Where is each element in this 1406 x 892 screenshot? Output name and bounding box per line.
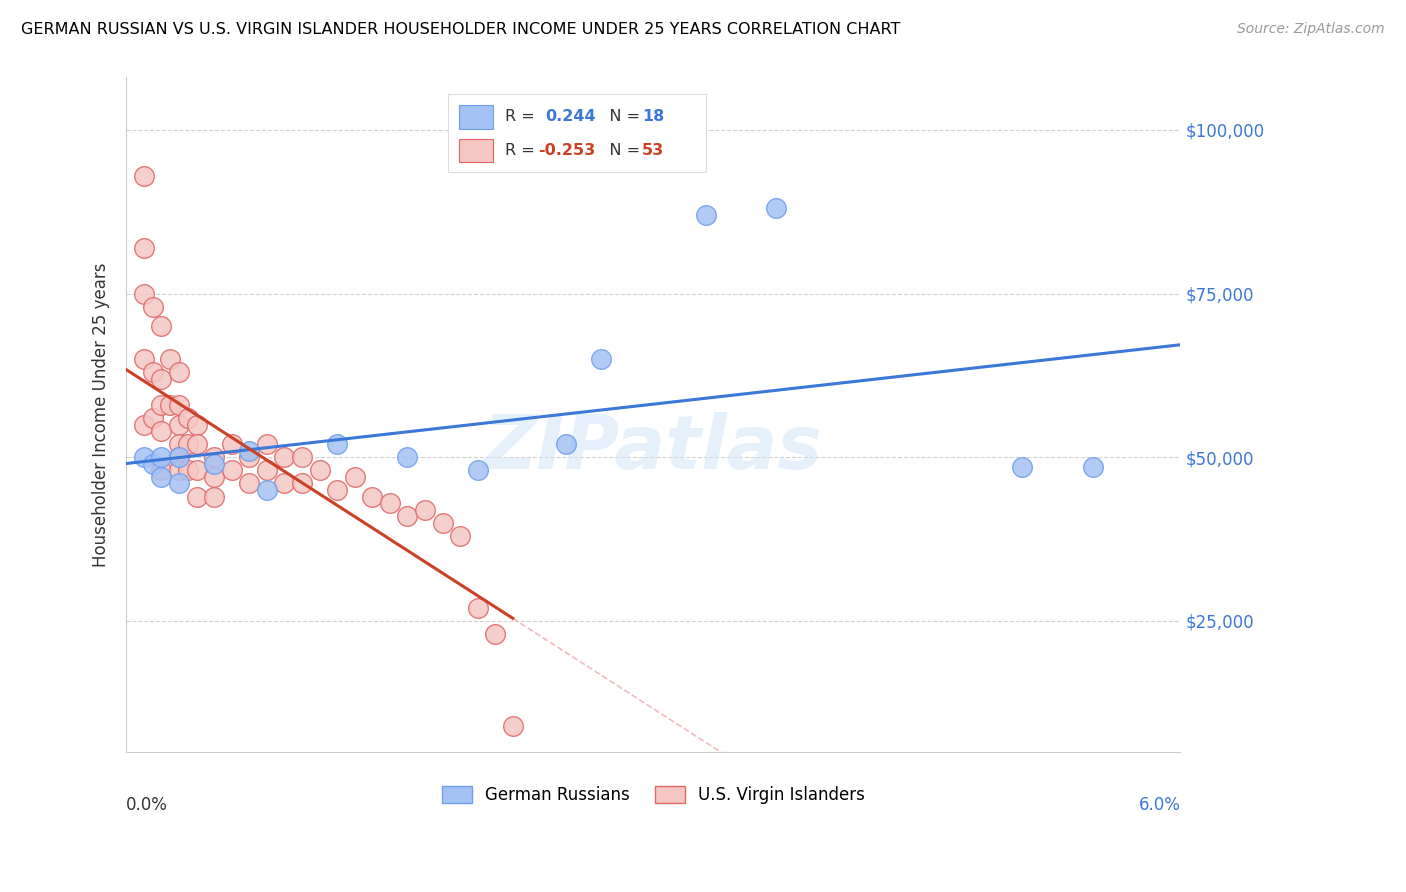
Point	[202, 490, 225, 504]
Point	[238, 450, 260, 465]
Point	[159, 398, 181, 412]
Point	[132, 169, 155, 183]
Point	[177, 411, 200, 425]
Point	[150, 470, 173, 484]
Point	[238, 443, 260, 458]
Point	[256, 437, 278, 451]
Text: 18: 18	[641, 110, 664, 124]
Point	[1011, 460, 1033, 475]
Point	[150, 450, 173, 465]
Point	[554, 437, 576, 451]
Point	[202, 450, 225, 465]
Text: -0.253: -0.253	[538, 143, 596, 158]
Point	[167, 450, 190, 465]
Point	[132, 241, 155, 255]
Text: 0.244: 0.244	[544, 110, 595, 124]
Point	[238, 476, 260, 491]
Point	[167, 450, 190, 465]
Point	[150, 398, 173, 412]
Point	[413, 502, 436, 516]
Point	[167, 417, 190, 432]
Point	[361, 490, 384, 504]
Text: 6.0%: 6.0%	[1139, 796, 1181, 814]
Point	[343, 470, 366, 484]
Point	[467, 463, 489, 477]
Point	[186, 437, 208, 451]
Text: 0.0%: 0.0%	[127, 796, 169, 814]
Point	[202, 470, 225, 484]
Point	[150, 463, 173, 477]
Point	[167, 365, 190, 379]
Text: Source: ZipAtlas.com: Source: ZipAtlas.com	[1237, 22, 1385, 37]
Text: N =: N =	[595, 110, 645, 124]
Point	[142, 300, 165, 314]
FancyBboxPatch shape	[449, 95, 706, 172]
Point	[396, 450, 419, 465]
Point	[1081, 460, 1104, 475]
Point	[256, 463, 278, 477]
Point	[221, 437, 243, 451]
Point	[291, 476, 314, 491]
Point	[186, 490, 208, 504]
Point	[167, 476, 190, 491]
Point	[167, 398, 190, 412]
Point	[177, 463, 200, 477]
FancyBboxPatch shape	[460, 139, 494, 162]
Text: GERMAN RUSSIAN VS U.S. VIRGIN ISLANDER HOUSEHOLDER INCOME UNDER 25 YEARS CORRELA: GERMAN RUSSIAN VS U.S. VIRGIN ISLANDER H…	[21, 22, 900, 37]
Point	[132, 450, 155, 465]
Point	[132, 286, 155, 301]
Point	[167, 463, 190, 477]
Point	[167, 437, 190, 451]
Point	[765, 202, 787, 216]
Point	[186, 417, 208, 432]
Point	[432, 516, 454, 530]
Point	[256, 483, 278, 497]
Point	[150, 372, 173, 386]
Point	[273, 450, 295, 465]
Point	[502, 719, 524, 733]
Point	[589, 351, 612, 366]
Point	[273, 476, 295, 491]
FancyBboxPatch shape	[460, 105, 494, 128]
Point	[291, 450, 314, 465]
Point	[142, 365, 165, 379]
Point	[186, 463, 208, 477]
Point	[150, 424, 173, 438]
Point	[484, 627, 506, 641]
Point	[467, 600, 489, 615]
Point	[132, 351, 155, 366]
Text: R =: R =	[505, 143, 540, 158]
Point	[396, 509, 419, 524]
Legend: German Russians, U.S. Virgin Islanders: German Russians, U.S. Virgin Islanders	[434, 780, 872, 811]
Point	[177, 437, 200, 451]
Text: N =: N =	[595, 143, 645, 158]
Point	[150, 319, 173, 334]
Text: 53: 53	[641, 143, 664, 158]
Point	[326, 437, 349, 451]
Text: ZIPatlas: ZIPatlas	[484, 412, 824, 485]
Point	[378, 496, 401, 510]
Y-axis label: Householder Income Under 25 years: Householder Income Under 25 years	[93, 262, 110, 567]
Point	[326, 483, 349, 497]
Point	[132, 417, 155, 432]
Point	[142, 457, 165, 471]
Point	[142, 411, 165, 425]
Point	[308, 463, 330, 477]
Point	[221, 463, 243, 477]
Point	[159, 351, 181, 366]
Point	[449, 529, 471, 543]
Point	[695, 208, 717, 222]
Point	[202, 457, 225, 471]
Text: R =: R =	[505, 110, 544, 124]
